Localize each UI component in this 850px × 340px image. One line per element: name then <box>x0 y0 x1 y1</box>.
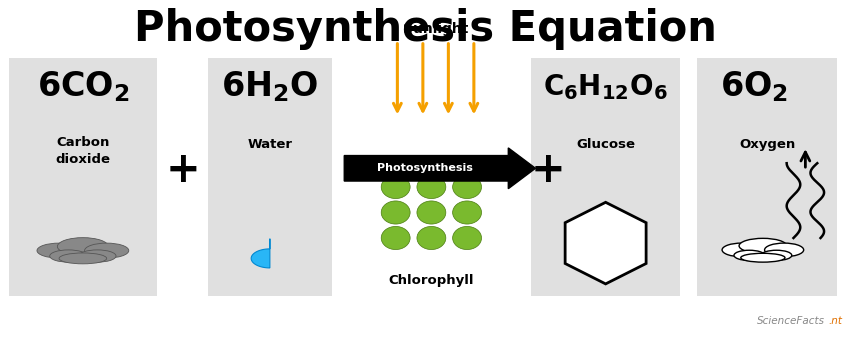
Ellipse shape <box>84 243 129 258</box>
Ellipse shape <box>452 226 481 250</box>
Ellipse shape <box>734 250 764 260</box>
Ellipse shape <box>452 201 481 224</box>
Ellipse shape <box>381 226 410 250</box>
Ellipse shape <box>762 250 791 260</box>
FancyBboxPatch shape <box>8 58 157 296</box>
Ellipse shape <box>740 253 785 262</box>
Ellipse shape <box>722 243 761 257</box>
FancyBboxPatch shape <box>531 58 680 296</box>
Ellipse shape <box>381 201 410 224</box>
Ellipse shape <box>37 243 81 258</box>
Text: Water: Water <box>247 138 292 151</box>
Text: ScienceFacts: ScienceFacts <box>756 317 824 326</box>
Ellipse shape <box>416 175 445 199</box>
Text: Carbon
dioxide: Carbon dioxide <box>55 136 110 166</box>
Text: $\mathbf{6CO_2}$: $\mathbf{6CO_2}$ <box>37 69 129 104</box>
Text: Chlorophyll: Chlorophyll <box>388 274 474 287</box>
Polygon shape <box>565 202 646 284</box>
Text: Photosynthesis: Photosynthesis <box>377 163 473 173</box>
Text: +: + <box>166 149 200 191</box>
Text: .nt: .nt <box>829 317 842 326</box>
Text: $\mathbf{6H_2O}$: $\mathbf{6H_2O}$ <box>221 69 319 104</box>
Text: $\mathbf{6O_2}$: $\mathbf{6O_2}$ <box>720 69 789 104</box>
Text: Glucose: Glucose <box>576 138 635 151</box>
FancyArrow shape <box>344 148 536 189</box>
Text: Oxygen: Oxygen <box>739 138 796 151</box>
Ellipse shape <box>49 250 87 262</box>
Text: Photosynthesis Equation: Photosynthesis Equation <box>133 8 717 51</box>
Ellipse shape <box>78 250 116 262</box>
Ellipse shape <box>764 243 803 257</box>
Ellipse shape <box>416 226 445 250</box>
Ellipse shape <box>416 201 445 224</box>
Polygon shape <box>252 239 269 268</box>
Ellipse shape <box>739 238 787 253</box>
Text: +: + <box>531 149 565 191</box>
Ellipse shape <box>452 175 481 199</box>
FancyBboxPatch shape <box>697 58 837 296</box>
FancyBboxPatch shape <box>208 58 332 296</box>
Ellipse shape <box>57 238 108 255</box>
Text: $\mathbf{C_6H_{12}O_6}$: $\mathbf{C_6H_{12}O_6}$ <box>543 72 668 102</box>
Text: Sunlight: Sunlight <box>403 22 468 36</box>
Ellipse shape <box>381 175 410 199</box>
Ellipse shape <box>59 253 106 264</box>
